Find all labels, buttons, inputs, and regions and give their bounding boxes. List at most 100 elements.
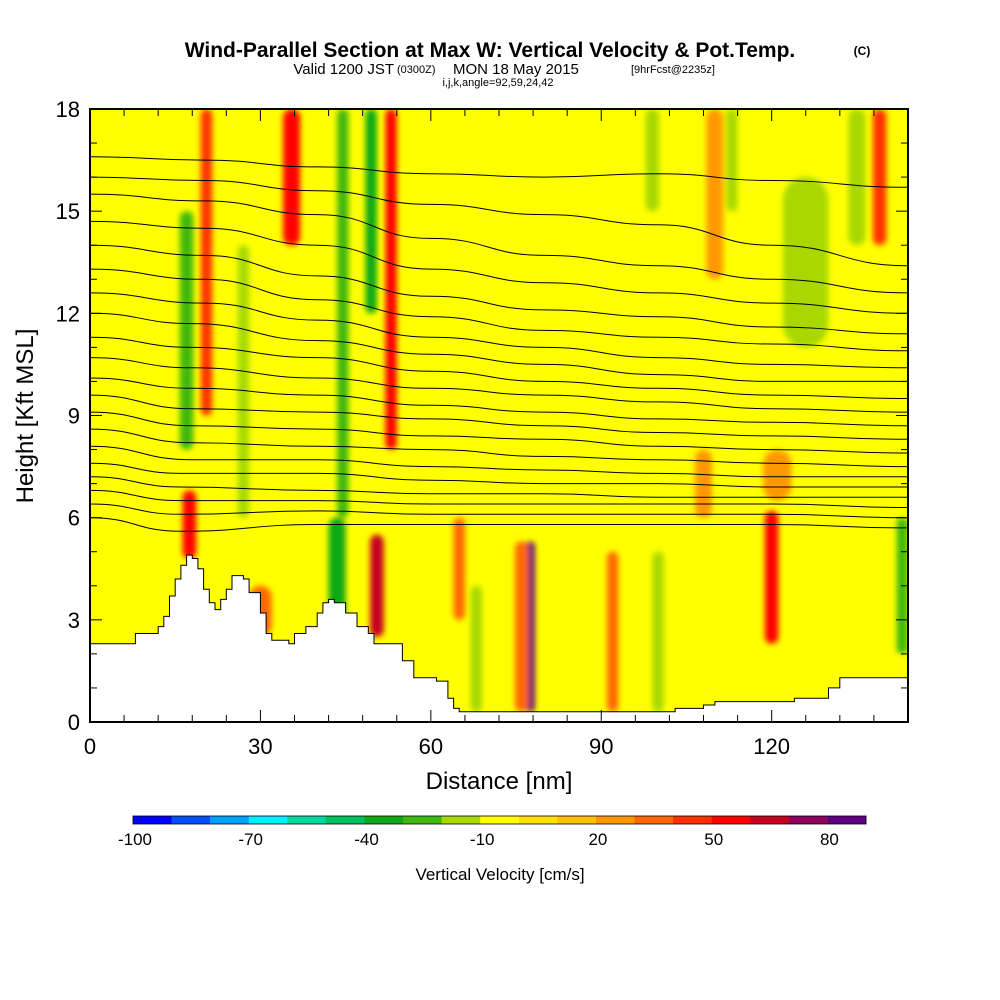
velocity-feature-14 xyxy=(763,449,792,501)
velocity-feature-22 xyxy=(453,517,465,620)
velocity-feature-13 xyxy=(764,510,779,644)
colorbar-swatch xyxy=(171,816,211,824)
x-tick-label: 0 xyxy=(84,734,96,759)
colorbar-tick-label: 50 xyxy=(704,830,723,849)
colorbar-tick-label: -70 xyxy=(238,830,263,849)
subtitle-forecast: [9hrFcst@2235z] xyxy=(631,64,715,76)
subtitle-date: MON 18 May 2015 xyxy=(453,61,579,78)
y-tick-label: 15 xyxy=(56,199,80,224)
chart-title: Wind-Parallel Section at Max W: Vertical… xyxy=(185,39,796,62)
velocity-feature-12 xyxy=(514,541,529,712)
subtitle-valid: Valid 1200 JST xyxy=(293,61,394,78)
theta-contour-3 xyxy=(90,220,908,314)
velocity-feature-21 xyxy=(706,109,724,280)
velocity-feature-8 xyxy=(370,534,384,637)
velocity-feature-24 xyxy=(606,551,619,712)
colorbar-swatch xyxy=(403,816,442,824)
x-tick-label: 60 xyxy=(419,734,443,759)
theta-contour-12 xyxy=(90,411,908,454)
velocity-feature-20 xyxy=(726,109,738,212)
theta-contour-5 xyxy=(90,268,908,352)
terrain xyxy=(89,554,909,723)
colorbar-swatch xyxy=(595,816,635,824)
colorbar-swatch xyxy=(827,816,867,824)
theta-contour-4 xyxy=(90,244,908,335)
colorbar-tick-label: 20 xyxy=(588,830,607,849)
colorbar-frame xyxy=(132,815,867,825)
y-tick-label: 6 xyxy=(68,506,80,531)
y-axis: 0 3 6 9 12 15 18 xyxy=(56,97,908,735)
y-tick-label: 0 xyxy=(68,710,80,735)
subtitle-utc: (0300Z) xyxy=(397,64,436,76)
subtitle-grid: i,j,k,angle=92,59,24,42 xyxy=(442,77,553,89)
colorbar-swatch xyxy=(480,816,520,824)
theta-contour-0 xyxy=(90,156,908,188)
velocity-feature-0 xyxy=(182,490,197,559)
colorbar-swatch xyxy=(325,816,365,824)
velocity-feature-9 xyxy=(385,109,397,450)
colorbar-tick-label: 80 xyxy=(820,830,839,849)
theta-contour-18 xyxy=(90,503,908,519)
x-tick-label: 120 xyxy=(753,734,790,759)
velocity-feature-15 xyxy=(783,177,829,348)
velocity-feature-25 xyxy=(652,551,664,712)
theta-contour-16 xyxy=(90,476,908,498)
y-tick-label: 12 xyxy=(56,301,80,326)
velocity-feature-19 xyxy=(645,109,660,212)
theta-contour-11 xyxy=(90,394,908,440)
theta-contour-15 xyxy=(90,462,908,488)
chart-title-mark: (C) xyxy=(854,44,871,58)
velocity-feature-23 xyxy=(470,585,482,712)
x-axis: 0 30 60 90 120 xyxy=(84,109,909,759)
velocity-feature-4 xyxy=(283,109,301,246)
colorbar-swatch xyxy=(518,816,558,824)
colorbar-swatch xyxy=(364,816,404,824)
velocity-feature-3 xyxy=(237,245,250,518)
potential-temperature-contours xyxy=(90,156,908,532)
colorbar-swatch xyxy=(750,816,790,824)
y-tick-label: 18 xyxy=(56,97,80,122)
colorbar-swatch xyxy=(441,816,481,824)
theta-contour-6 xyxy=(90,292,908,369)
theta-contour-9 xyxy=(90,357,908,413)
x-axis-title: Distance [nm] xyxy=(426,768,573,795)
velocity-feature-17 xyxy=(848,109,866,246)
velocity-feature-26 xyxy=(695,449,712,518)
colorbar-swatch xyxy=(788,816,828,824)
colorbar-tick-label: -10 xyxy=(470,830,495,849)
colorbar-swatch xyxy=(248,816,288,824)
velocity-feature-6 xyxy=(328,517,346,620)
theta-contour-1 xyxy=(90,176,908,267)
plot-area xyxy=(89,108,909,723)
colorbar-swatch xyxy=(634,816,674,824)
theta-contour-7 xyxy=(90,312,908,382)
theta-contour-2 xyxy=(90,193,908,294)
colorbar-swatch xyxy=(673,816,712,824)
y-axis-title: Height [Kft MSL] xyxy=(12,329,39,504)
theta-contour-10 xyxy=(90,377,908,427)
colorbar-swatch xyxy=(133,816,172,824)
colorbar-tick-label: -100 xyxy=(118,830,152,849)
colorbar-swatch xyxy=(711,816,751,824)
colorbar-swatch xyxy=(287,816,327,824)
colorbar-title: Vertical Velocity [cm/s] xyxy=(415,865,584,884)
velocity-feature-7 xyxy=(337,109,349,518)
velocity-feature-1 xyxy=(200,109,213,416)
y-tick-label: 9 xyxy=(68,404,80,429)
x-tick-label: 30 xyxy=(248,734,272,759)
colorbar: -100 -70 -40 -10 20 50 80 xyxy=(118,815,867,849)
theta-contour-14 xyxy=(90,445,908,478)
theta-contour-13 xyxy=(90,428,908,468)
velocity-feature-16 xyxy=(872,109,887,246)
colorbar-swatch xyxy=(210,816,250,824)
y-tick-label: 3 xyxy=(68,608,80,633)
velocity-feature-2 xyxy=(179,211,194,450)
theta-contour-17 xyxy=(90,489,908,508)
theta-contour-8 xyxy=(90,336,908,399)
colorbar-tick-label: -40 xyxy=(354,830,379,849)
colorbar-swatch xyxy=(557,816,597,824)
velocity-feature-10 xyxy=(365,109,377,314)
chart-subtitle: Valid 1200 JST (0300Z) MON 18 May 2015 [… xyxy=(293,61,715,78)
theta-contour-19 xyxy=(90,517,908,532)
